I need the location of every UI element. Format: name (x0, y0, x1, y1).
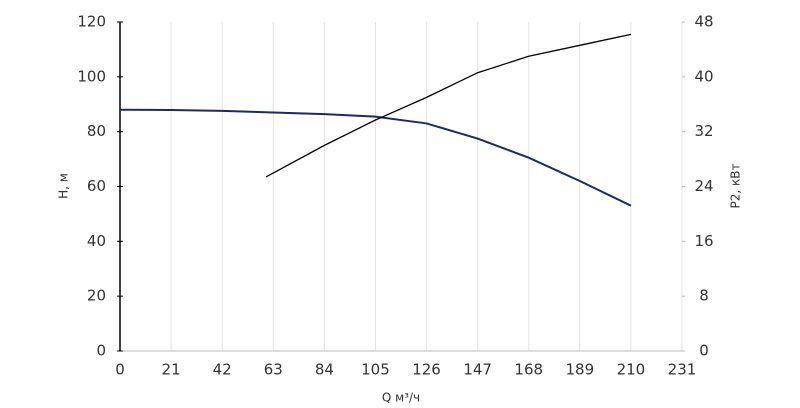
x-tick-label: 21 (162, 361, 181, 379)
y-tick-label: 40 (87, 232, 106, 250)
y2-tick-label: 40 (694, 67, 713, 85)
series-line (119, 108, 632, 207)
y2-tick-label: 48 (694, 13, 713, 31)
x-tick-label: 84 (315, 361, 334, 379)
x-tick-label: 189 (565, 361, 594, 379)
y2-tick-label: 24 (694, 177, 713, 195)
series-line (265, 33, 632, 178)
x-tick-label: 105 (361, 361, 390, 379)
x-axis-label: Q м³/ч (382, 391, 420, 405)
x-tick-label: 42 (213, 361, 232, 379)
y-tick-label: 0 (96, 342, 106, 360)
x-tick-label: 210 (617, 361, 646, 379)
x-tick-label: 147 (463, 361, 492, 379)
y-tick-label: 20 (87, 287, 106, 305)
y2-tick-label: 0 (699, 342, 709, 360)
y-tick-label: 100 (77, 67, 106, 85)
y2-tick-label: 32 (694, 122, 713, 140)
y2-tick-label: 16 (694, 232, 713, 250)
y-tick-label: 80 (87, 122, 106, 140)
x-tick-label: 0 (115, 361, 125, 379)
y-tick-label: 60 (87, 177, 106, 195)
x-tick-label: 126 (412, 361, 441, 379)
y2-tick-label: 8 (699, 287, 709, 305)
y2-axis-label: P2, кВт (729, 164, 743, 209)
x-tick-label: 231 (668, 361, 697, 379)
y-axis-label: H, м (57, 173, 71, 199)
y-tick-label: 120 (77, 13, 106, 31)
x-tick-label: 168 (514, 361, 543, 379)
x-tick-label: 63 (264, 361, 283, 379)
